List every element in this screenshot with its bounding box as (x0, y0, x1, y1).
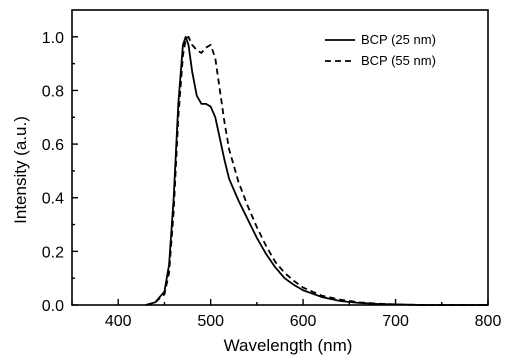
x-axis-ticks: 400 500 600 700 800 (71, 299, 502, 330)
x-tick-label: 600 (290, 313, 317, 330)
y-axis-title: Intensity (a.u.) (11, 116, 30, 224)
series-layer (145, 35, 488, 306)
x-tick-label: 500 (197, 313, 224, 330)
y-axis-ticks: 0.0 0.2 0.4 0.6 0.8 1.0 (42, 30, 78, 315)
x-axis-title: Wavelength (nm) (224, 336, 353, 355)
plot-frame (71, 9, 489, 306)
y-tick-label: 1.0 (42, 30, 64, 47)
series-line-1 (145, 35, 488, 306)
y-tick-label: 0.2 (42, 244, 64, 261)
x-tick-label: 800 (475, 313, 502, 330)
series-line-2 (145, 35, 488, 306)
plot-border (71, 9, 489, 306)
legend-label: BCP (55 nm) (361, 53, 436, 68)
y-tick-label: 0.4 (42, 191, 64, 208)
legend: BCP (25 nm) BCP (55 nm) (325, 32, 436, 68)
y-tick-label: 0.8 (42, 83, 64, 100)
y-tick-label: 0.6 (42, 137, 64, 154)
legend-label: BCP (25 nm) (361, 32, 436, 47)
x-tick-label: 700 (382, 313, 409, 330)
x-tick-label: 400 (105, 313, 132, 330)
y-tick-label: 0.0 (42, 298, 64, 315)
